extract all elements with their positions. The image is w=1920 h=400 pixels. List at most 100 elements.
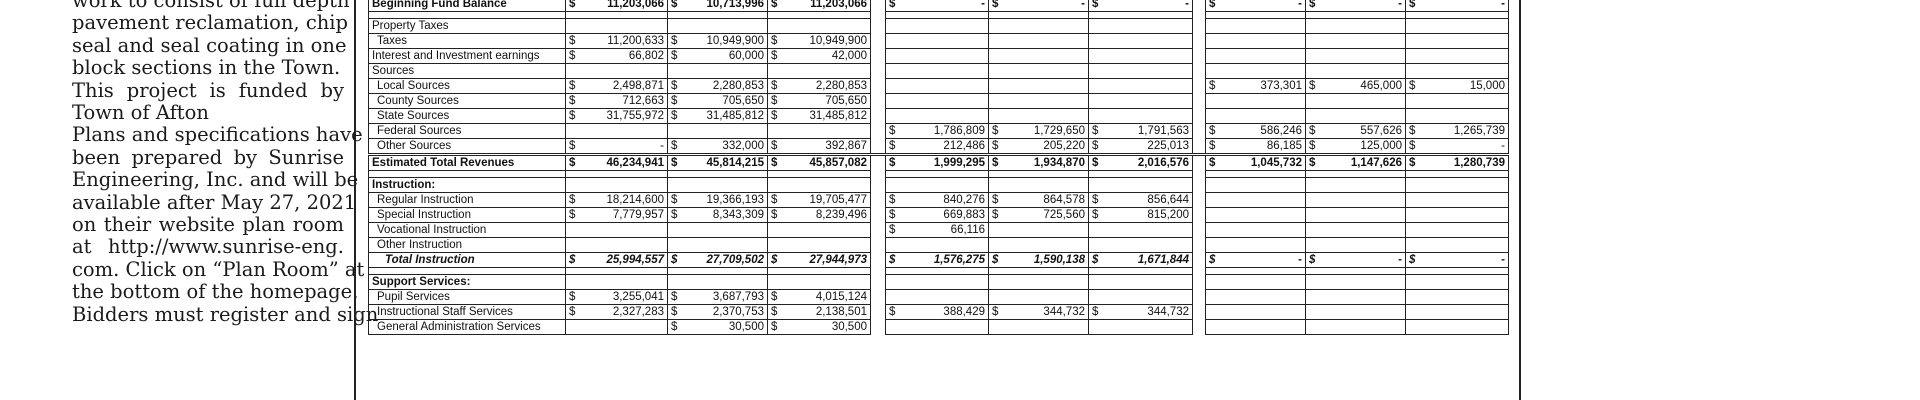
currency-symbol: $ xyxy=(569,35,576,47)
amount-value: 212,486 xyxy=(943,140,985,152)
currency-symbol: $ xyxy=(671,291,678,303)
amount-value: 392,867 xyxy=(825,140,867,152)
amount-cell xyxy=(1205,48,1306,64)
amount-value: 864,578 xyxy=(1043,194,1085,206)
amount-cell xyxy=(1205,319,1306,335)
amount-cell xyxy=(667,222,768,238)
amount-value: 8,343,309 xyxy=(712,209,764,221)
group-gap xyxy=(870,48,886,64)
amount-cell xyxy=(1088,63,1193,79)
amount-cell xyxy=(1205,237,1306,253)
amount-value: 66,116 xyxy=(950,224,985,236)
currency-symbol: $ xyxy=(1092,0,1099,10)
group-gap xyxy=(870,123,886,139)
group-gap xyxy=(1192,192,1206,208)
spacer-cell xyxy=(565,267,668,275)
amount-value: - xyxy=(1398,0,1402,10)
amount-cell: $392,867 xyxy=(767,138,871,155)
amount-cell: $11,203,066 xyxy=(767,0,871,12)
currency-symbol: $ xyxy=(1309,80,1316,92)
amount-value: 225,013 xyxy=(1147,140,1189,152)
amount-cell: $856,644 xyxy=(1088,192,1193,208)
amount-cell xyxy=(885,108,989,124)
amount-cell xyxy=(1205,304,1306,320)
currency-symbol: $ xyxy=(771,35,778,47)
amount-cell: $2,280,853 xyxy=(667,78,768,94)
currency-symbol: $ xyxy=(671,110,678,122)
amount-value: 465,000 xyxy=(1360,80,1402,92)
amount-cell xyxy=(1305,108,1406,124)
group-gap xyxy=(870,207,886,223)
group-gap xyxy=(1192,252,1206,268)
amount-cell xyxy=(1205,207,1306,223)
table-row: Estimated Total Revenues $46,234,941 $45,8… xyxy=(368,153,1509,171)
spacer-cell xyxy=(1205,267,1306,275)
spacer-cell xyxy=(885,170,989,178)
row-label: Vocational Instruction xyxy=(368,222,566,238)
group-gap xyxy=(1192,177,1206,193)
amount-value: 1,934,870 xyxy=(1033,157,1085,170)
amount-cell xyxy=(1305,48,1406,64)
group-gap xyxy=(1192,78,1206,94)
amount-value: 840,276 xyxy=(943,194,985,206)
group-gap xyxy=(870,108,886,124)
amount-cell: $ - xyxy=(1405,138,1509,155)
currency-symbol: $ xyxy=(671,306,678,318)
amount-value: 1,045,732 xyxy=(1250,157,1302,170)
currency-symbol: $ xyxy=(671,209,678,221)
amount-value: - xyxy=(981,0,985,10)
amount-value: 388,429 xyxy=(943,306,985,318)
currency-symbol: $ xyxy=(889,157,896,170)
amount-cell xyxy=(1405,192,1509,208)
amount-cell: $46,234,941 xyxy=(565,153,668,171)
amount-cell: $465,000 xyxy=(1305,78,1406,94)
amount-cell: $45,857,082 xyxy=(767,153,871,171)
amount-value: 3,255,041 xyxy=(612,291,664,303)
currency-symbol: $ xyxy=(771,80,778,92)
budget-table: Beginning Fund Balance $11,203,066 $10,713… xyxy=(368,0,1509,335)
amount-cell: $2,498,871 xyxy=(565,78,668,94)
amount-cell: $25,994,557 xyxy=(565,252,668,268)
group-gap xyxy=(1192,289,1206,305)
amount-cell: $30,500 xyxy=(767,319,871,335)
table-row: Interest and Investment earnings $66,802 $… xyxy=(368,48,1509,64)
amount-value: 705,650 xyxy=(722,95,764,107)
group-gap xyxy=(870,18,886,34)
currency-symbol: $ xyxy=(1409,254,1416,266)
currency-symbol: $ xyxy=(671,157,678,170)
amount-cell: $66,802 xyxy=(565,48,668,64)
amount-cell: $ - xyxy=(1305,252,1406,268)
amount-cell xyxy=(1405,207,1509,223)
amount-cell: $18,214,600 xyxy=(565,192,668,208)
amount-cell xyxy=(565,274,668,290)
row-label: Sources xyxy=(368,63,566,79)
row-label: Local Sources xyxy=(368,78,566,94)
amount-cell: $225,013 xyxy=(1088,138,1193,155)
table-row: Total Instruction $25,994,557 $27,709,502 $… xyxy=(368,252,1509,268)
spacer-cell xyxy=(1305,267,1406,275)
amount-value: 42,000 xyxy=(831,50,867,62)
amount-cell: $10,949,900 xyxy=(667,33,768,49)
currency-symbol: $ xyxy=(671,95,678,107)
group-gap xyxy=(870,192,886,208)
currency-symbol: $ xyxy=(771,95,778,107)
amount-cell: $66,116 xyxy=(885,222,989,238)
amount-cell xyxy=(885,93,989,109)
article-line: com. Click on “Plan Room” at xyxy=(72,257,365,281)
amount-cell xyxy=(988,48,1089,64)
amount-cell xyxy=(1088,33,1193,49)
amount-cell xyxy=(885,48,989,64)
currency-symbol: $ xyxy=(992,125,999,137)
amount-cell xyxy=(1305,237,1406,253)
amount-cell xyxy=(1405,18,1509,34)
amount-cell: $42,000 xyxy=(767,48,871,64)
spacer-cell xyxy=(667,11,768,19)
amount-cell: $7,779,957 xyxy=(565,207,668,223)
amount-value: - xyxy=(1081,0,1085,10)
amount-cell: $344,732 xyxy=(1088,304,1193,320)
currency-symbol: $ xyxy=(889,125,896,137)
amount-cell xyxy=(1088,18,1193,34)
amount-cell: $ - xyxy=(565,138,668,155)
amount-cell: $1,280,739 xyxy=(1405,153,1509,171)
amount-cell xyxy=(1088,237,1193,253)
